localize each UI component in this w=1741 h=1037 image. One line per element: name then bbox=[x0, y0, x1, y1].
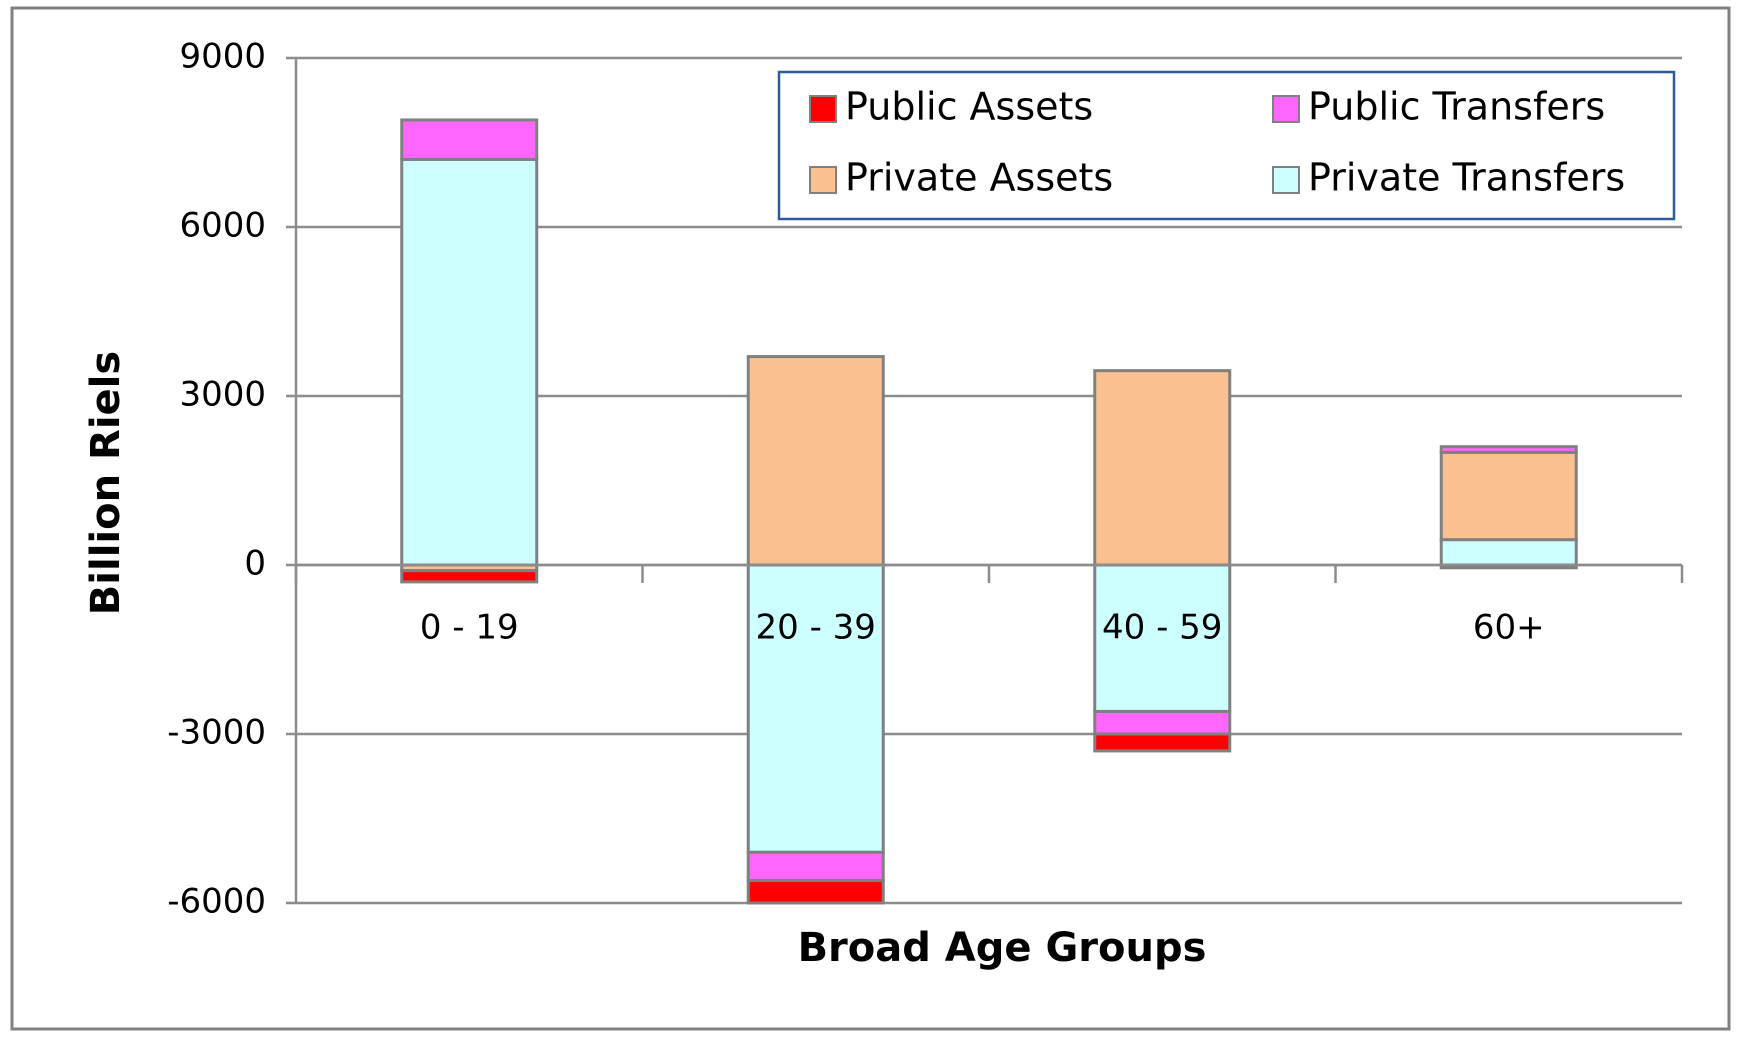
legend-swatch bbox=[1272, 95, 1300, 123]
bar-segment bbox=[746, 355, 885, 567]
bar-segment bbox=[1093, 709, 1232, 736]
bar-segment bbox=[746, 850, 885, 882]
legend-box bbox=[777, 70, 1676, 221]
y-tick-label: 6000 bbox=[179, 206, 266, 246]
bar-segment bbox=[746, 563, 885, 854]
bar-segment bbox=[400, 569, 539, 584]
legend-label: Public Transfers bbox=[1308, 85, 1605, 129]
bar-segment bbox=[1093, 732, 1232, 753]
legend-label: Private Assets bbox=[845, 156, 1113, 200]
legend-swatch bbox=[809, 166, 837, 194]
y-axis-title: Billion Riels bbox=[83, 351, 129, 615]
bar-segment bbox=[746, 878, 885, 905]
x-tick-label: 20 - 39 bbox=[756, 608, 876, 648]
x-tick-label: 60+ bbox=[1473, 608, 1545, 648]
bar-segment bbox=[400, 157, 539, 567]
y-tick-label: 0 bbox=[244, 544, 266, 584]
y-tick-label: 9000 bbox=[179, 37, 266, 77]
y-tick-label: -3000 bbox=[167, 713, 266, 753]
bar-segment bbox=[1439, 450, 1578, 542]
x-tick-label: 40 - 59 bbox=[1102, 608, 1222, 648]
legend-swatch bbox=[1272, 166, 1300, 194]
bar-segment bbox=[1093, 369, 1232, 567]
y-tick-label: 3000 bbox=[179, 375, 266, 415]
legend-label: Public Assets bbox=[845, 85, 1093, 129]
y-tick-label: -6000 bbox=[167, 882, 266, 922]
bar-segment bbox=[1093, 563, 1232, 713]
bar-segment bbox=[1439, 445, 1578, 454]
legend-label: Private Transfers bbox=[1308, 156, 1625, 200]
legend-swatch bbox=[809, 95, 837, 123]
x-tick-label: 0 - 19 bbox=[420, 608, 519, 648]
x-axis-title: Broad Age Groups bbox=[798, 925, 1207, 971]
bar-segment bbox=[1439, 538, 1578, 567]
bar-segment bbox=[400, 118, 539, 161]
